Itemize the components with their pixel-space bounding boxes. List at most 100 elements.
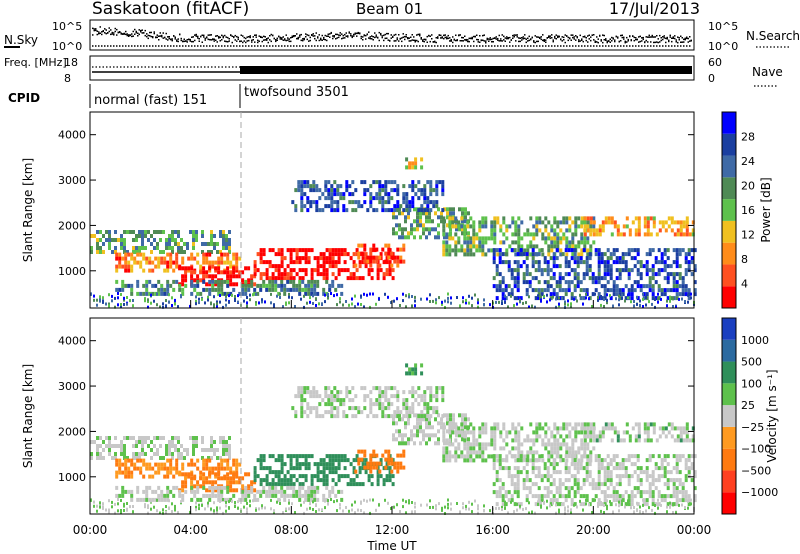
velocity-cell [567,486,571,491]
power-cell [261,298,263,302]
power-cell [501,299,503,303]
noise-point [147,37,149,40]
power-cell [586,252,590,257]
power-cell [549,298,551,302]
noise-point [636,38,638,41]
power-cell [564,288,568,293]
noise-point [201,41,203,43]
velocity-cell [621,466,625,471]
velocity-cell [387,453,391,458]
noise-point [404,35,406,38]
velocity-cell [549,462,553,467]
power-cell [687,252,691,257]
noise-point [689,36,691,38]
power-cell [304,252,308,257]
velocity-cell [156,448,159,452]
power-cell [163,256,167,261]
power-cell [313,283,317,288]
power-cell [402,247,406,252]
velocity-cell [549,482,553,487]
noise-point [585,39,587,42]
velocity-cell [576,478,580,483]
velocity-cell [331,470,335,475]
power-cell [168,238,171,242]
noise-point [594,41,596,43]
power-cell [498,272,502,277]
velocity-cell [183,448,186,452]
power-cell [313,256,317,261]
velocity-cell [413,413,416,418]
power-cell [431,227,434,232]
power-cell [630,268,634,273]
velocity-cell [437,429,440,434]
velocity-cell [369,402,373,407]
power-cell [334,252,338,257]
power-cell [627,292,631,297]
power-cell [142,252,146,257]
noise-point [543,39,545,41]
noise-point [96,33,98,36]
power-cell [385,268,389,273]
power-cell [118,252,122,257]
noise-point [462,40,464,42]
noise-point [116,34,118,36]
power-cell [288,301,290,305]
velocity-cell [452,417,455,422]
power-cell [156,303,158,307]
noise-point [620,40,622,42]
power-cell [316,291,320,296]
velocity-cell [193,484,197,489]
power-cell [459,304,461,308]
power-cell [369,192,373,197]
power-cell [166,291,170,296]
noise-point [665,37,667,40]
power-cell [580,224,584,229]
power-cell [255,302,257,306]
power-cell [543,268,547,273]
noise-point [275,40,277,43]
velocity-cell [639,494,643,499]
power-cell [565,252,569,257]
power-cell [441,180,445,185]
power-cell [618,294,620,298]
power-cell [610,220,614,225]
power-cell [211,274,215,279]
velocity-cell [517,450,521,455]
power-cell [360,243,364,248]
velocity-cell [498,462,502,467]
power-cell [202,266,206,271]
velocity-cell [495,474,499,479]
power-cell [148,260,152,265]
power-cell [180,246,183,250]
velocity-cell [576,482,580,487]
power-cell [328,248,332,253]
noise-point [609,41,611,43]
velocity-cell [612,466,616,471]
power-cell [681,284,685,289]
velocity-cell [315,410,319,415]
power-cell [145,283,149,288]
velocity-cell [111,444,114,448]
power-cell [541,232,545,237]
velocity-cell [322,474,326,479]
power-cell [318,302,320,306]
velocity-cell [549,498,553,503]
power-cell [171,304,173,307]
power-cell [271,287,275,292]
noise-point [593,39,595,41]
velocity-cell [289,458,293,463]
power-cell [507,284,511,289]
power-cell [352,260,356,265]
velocity-cell [454,430,458,435]
power-cell [225,303,227,307]
power-cell [451,224,455,229]
velocity-cell [108,448,111,452]
velocity-cell [325,497,329,502]
power-cell [425,219,428,224]
power-cell [232,270,236,275]
noise-point [140,31,142,33]
power-cell [376,272,380,277]
power-cell [126,302,128,306]
power-cell [490,220,494,225]
power-cell [105,238,108,242]
